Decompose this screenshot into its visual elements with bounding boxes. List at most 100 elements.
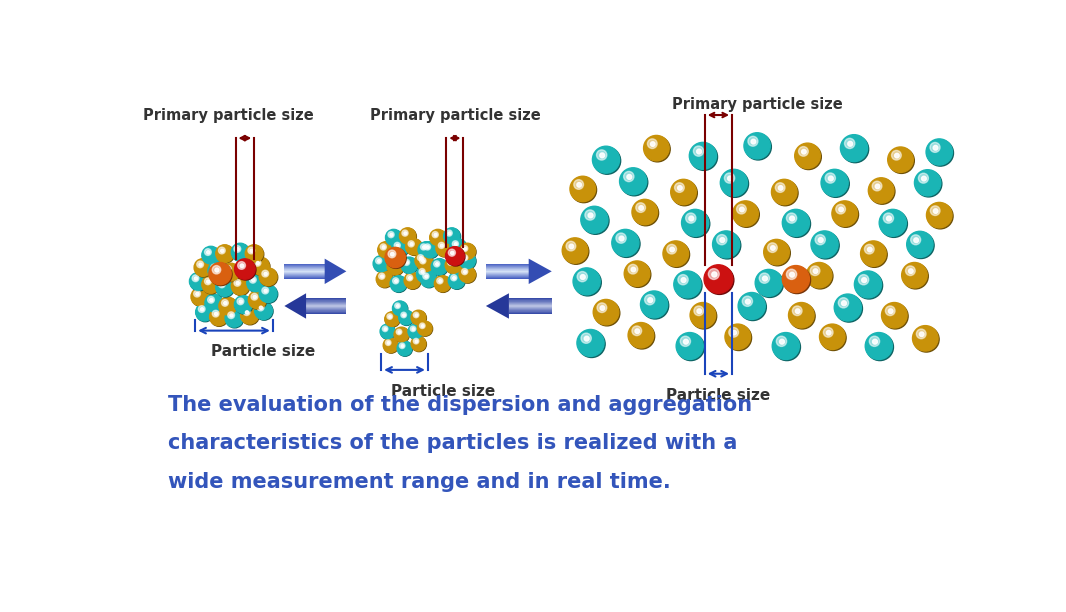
Circle shape: [210, 308, 228, 326]
Circle shape: [869, 177, 894, 203]
Text: Particle size: Particle size: [666, 387, 771, 403]
Circle shape: [748, 136, 758, 146]
Circle shape: [919, 173, 928, 183]
Circle shape: [402, 230, 408, 236]
Circle shape: [216, 279, 235, 297]
Circle shape: [386, 248, 406, 269]
Circle shape: [779, 339, 785, 344]
Circle shape: [764, 241, 790, 266]
Circle shape: [417, 321, 432, 335]
Circle shape: [891, 151, 901, 160]
Circle shape: [381, 244, 386, 250]
Circle shape: [421, 272, 437, 288]
Circle shape: [237, 298, 244, 305]
Circle shape: [773, 181, 798, 206]
Circle shape: [225, 266, 231, 272]
Circle shape: [810, 266, 820, 275]
Circle shape: [373, 256, 389, 272]
Circle shape: [836, 204, 845, 214]
Circle shape: [768, 243, 777, 253]
Circle shape: [192, 289, 210, 306]
Circle shape: [378, 273, 385, 279]
Circle shape: [401, 345, 404, 347]
Circle shape: [426, 246, 430, 248]
Circle shape: [721, 170, 747, 196]
Circle shape: [196, 304, 213, 321]
Circle shape: [219, 281, 225, 288]
Circle shape: [213, 266, 216, 269]
Circle shape: [888, 309, 893, 313]
Circle shape: [383, 326, 388, 332]
Circle shape: [856, 272, 883, 299]
Circle shape: [916, 171, 942, 197]
Circle shape: [650, 142, 656, 146]
Circle shape: [245, 245, 263, 263]
Circle shape: [593, 146, 619, 173]
Circle shape: [624, 171, 634, 182]
Circle shape: [915, 170, 941, 196]
Circle shape: [196, 293, 199, 296]
Circle shape: [865, 244, 874, 254]
Circle shape: [464, 256, 467, 259]
Circle shape: [910, 235, 921, 245]
Circle shape: [635, 203, 646, 212]
Circle shape: [631, 267, 635, 272]
Circle shape: [210, 299, 213, 302]
Circle shape: [393, 302, 408, 316]
Text: characteristics of the particles is realized with a: characteristics of the particles is real…: [168, 433, 738, 453]
Circle shape: [257, 304, 264, 311]
Circle shape: [597, 150, 607, 160]
Circle shape: [420, 323, 425, 329]
Circle shape: [690, 143, 716, 170]
Circle shape: [398, 341, 413, 356]
Circle shape: [386, 230, 403, 246]
Circle shape: [448, 232, 451, 235]
Circle shape: [381, 324, 394, 338]
Circle shape: [238, 260, 256, 278]
Circle shape: [697, 309, 701, 313]
Circle shape: [847, 141, 853, 146]
Circle shape: [879, 209, 906, 236]
Circle shape: [422, 246, 425, 248]
Circle shape: [713, 232, 741, 259]
Circle shape: [205, 294, 223, 312]
Circle shape: [776, 336, 787, 346]
Circle shape: [744, 133, 771, 159]
Circle shape: [401, 312, 406, 318]
Circle shape: [642, 292, 668, 319]
Circle shape: [253, 258, 270, 275]
Circle shape: [431, 230, 447, 246]
Circle shape: [858, 275, 869, 285]
Circle shape: [394, 280, 398, 283]
Circle shape: [612, 230, 639, 256]
Circle shape: [377, 272, 393, 288]
Circle shape: [578, 330, 605, 357]
Circle shape: [262, 271, 269, 277]
Circle shape: [231, 277, 249, 295]
Circle shape: [680, 336, 691, 346]
Circle shape: [795, 143, 821, 168]
Circle shape: [403, 314, 405, 316]
Circle shape: [674, 271, 701, 298]
Circle shape: [838, 297, 849, 308]
Circle shape: [201, 275, 220, 293]
Circle shape: [459, 243, 475, 259]
Circle shape: [230, 314, 233, 317]
Circle shape: [883, 304, 908, 329]
Circle shape: [253, 296, 256, 299]
Circle shape: [205, 248, 211, 255]
Circle shape: [873, 339, 877, 344]
Circle shape: [389, 261, 395, 267]
Circle shape: [377, 259, 381, 263]
Circle shape: [385, 312, 400, 326]
Circle shape: [400, 343, 405, 349]
Circle shape: [390, 275, 406, 292]
Circle shape: [664, 242, 690, 267]
Circle shape: [408, 324, 423, 338]
Circle shape: [381, 324, 395, 339]
Circle shape: [588, 213, 593, 218]
Circle shape: [238, 261, 256, 278]
Circle shape: [236, 259, 256, 280]
Circle shape: [831, 201, 857, 226]
Circle shape: [386, 340, 391, 345]
